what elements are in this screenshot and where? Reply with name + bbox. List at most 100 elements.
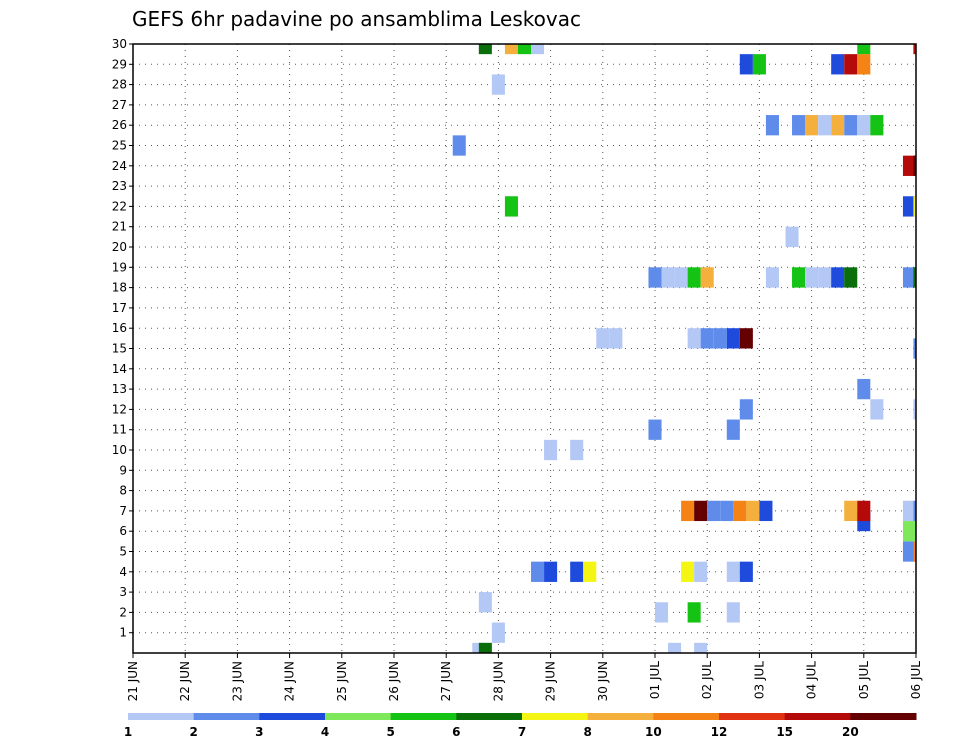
- colorbar-label: 15: [776, 725, 793, 739]
- x-tick-label: 06 JUL: [909, 661, 923, 699]
- precip-cell: [913, 196, 916, 217]
- precip-cell: [491, 622, 505, 643]
- precip-cell: [733, 500, 747, 522]
- precip-cell: [857, 54, 871, 75]
- y-tick-label: 10: [112, 443, 127, 457]
- precip-cell: [531, 44, 545, 55]
- precip-cell: [913, 267, 916, 288]
- colorbar-segment: [653, 713, 720, 720]
- y-tick-label: 23: [112, 179, 127, 193]
- y-tick-label: 19: [112, 260, 127, 274]
- colorbar-label: 7: [518, 725, 526, 739]
- precip-cell: [818, 115, 832, 136]
- x-tick-label: 03 JUL: [752, 661, 766, 699]
- colorbar-label: 3: [255, 725, 263, 739]
- precip-cell: [720, 500, 734, 522]
- precip-cell: [707, 500, 721, 522]
- colorbar-segment: [784, 713, 851, 720]
- y-tick-label: 2: [119, 605, 127, 619]
- colorbar-label: 12: [711, 725, 728, 739]
- x-tick-label: 05 JUL: [857, 661, 871, 699]
- y-tick-label: 22: [112, 199, 127, 213]
- precip-cell: [570, 439, 584, 461]
- colorbar-segment: [587, 713, 654, 720]
- colorbar-label: 20: [842, 725, 859, 739]
- precip-cell: [913, 500, 916, 522]
- y-tick-label: 12: [112, 402, 127, 416]
- precip-cell: [661, 267, 675, 288]
- precip-cell: [902, 196, 916, 217]
- y-tick-label: 18: [112, 281, 127, 295]
- precip-cell: [517, 44, 532, 55]
- precip-cell: [844, 267, 858, 288]
- colorbar-label: 1: [124, 725, 132, 739]
- precip-cell: [478, 592, 492, 613]
- y-tick-label: 13: [112, 382, 127, 396]
- y-tick-label: 16: [112, 321, 127, 335]
- precip-cell: [805, 267, 819, 288]
- precip-cell: [531, 561, 545, 582]
- colorbar-segment: [259, 713, 326, 720]
- precip-cell: [913, 338, 916, 359]
- colorbar-segment: [128, 713, 195, 720]
- x-tick-label: 04 JUL: [805, 661, 819, 699]
- colorbar-segment: [456, 713, 523, 720]
- y-tick-label: 24: [112, 159, 127, 173]
- precip-cell: [726, 328, 740, 349]
- colorbar-segment: [522, 713, 589, 720]
- y-tick-label: 28: [112, 78, 127, 92]
- y-tick-label: 25: [112, 139, 127, 153]
- precip-cell: [504, 196, 518, 217]
- precip-cell: [609, 328, 623, 349]
- x-tick-label: 30 JUN: [596, 661, 610, 701]
- precip-cell: [700, 328, 714, 349]
- precip-cell: [831, 115, 845, 136]
- precip-cell: [902, 267, 916, 288]
- x-tick-label: 25 JUN: [335, 661, 349, 701]
- precip-cell: [726, 561, 740, 582]
- x-tick-label: 02 JUL: [700, 661, 714, 699]
- precip-cell: [694, 500, 708, 522]
- precip-cell: [472, 642, 486, 653]
- precip-cell: [544, 561, 558, 582]
- precip-cell: [739, 399, 753, 420]
- precip-cell: [857, 115, 871, 136]
- y-axis: 1234567891011121314151617181920212223242…: [112, 37, 133, 640]
- x-tick-label: 21 JUN: [126, 661, 140, 701]
- x-tick-label: 28 JUN: [491, 661, 505, 701]
- y-tick-label: 17: [112, 301, 127, 315]
- x-tick-label: 24 JUN: [283, 661, 297, 701]
- precip-cell: [785, 226, 799, 247]
- precip-cell: [674, 267, 688, 288]
- precip-cell: [739, 54, 753, 75]
- y-tick-label: 14: [112, 362, 127, 376]
- colorbar-label: 2: [189, 725, 197, 739]
- precip-cell: [857, 378, 871, 400]
- precip-cell: [831, 54, 845, 75]
- colorbar-label: 6: [452, 725, 460, 739]
- colorbar-segment: [850, 713, 917, 720]
- y-tick-label: 4: [119, 565, 127, 579]
- precip-cell: [713, 328, 727, 349]
- colorbar: 1 2 3 4 5 6 7 8 10 12 15 20: [124, 713, 917, 739]
- x-tick-label: 29 JUN: [544, 661, 558, 701]
- precip-cell: [902, 155, 916, 176]
- precip-cell: [687, 602, 701, 623]
- precip-cell: [913, 399, 916, 420]
- precip-cell: [792, 115, 806, 136]
- precip-cell: [478, 642, 492, 653]
- precip-cell: [668, 642, 682, 653]
- precip-cell: [913, 155, 916, 176]
- x-tick-label: 23 JUN: [230, 661, 244, 701]
- precip-cell: [746, 500, 760, 522]
- precip-cell: [765, 267, 779, 288]
- precip-cell: [831, 267, 845, 288]
- colorbar-label: 4: [321, 725, 329, 739]
- y-tick-label: 5: [119, 545, 127, 559]
- precip-cell: [655, 602, 669, 623]
- precip-cell: [902, 500, 916, 522]
- precip-cell: [648, 419, 662, 440]
- precip-cell: [596, 328, 610, 349]
- chart-title: GEFS 6hr padavine po ansamblima Leskovac: [132, 7, 581, 31]
- x-tick-label: 27 JUN: [439, 661, 453, 701]
